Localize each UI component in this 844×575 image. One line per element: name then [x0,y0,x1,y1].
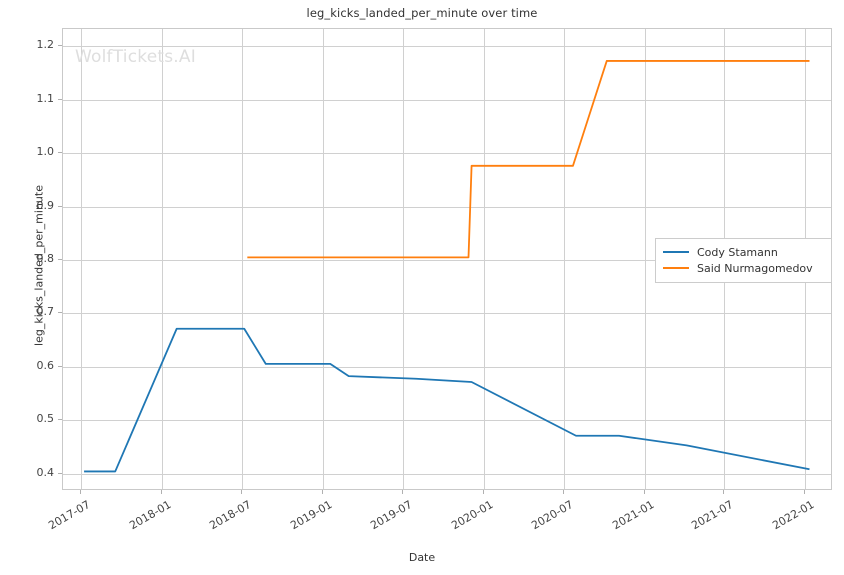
y-tick-label: 0.6 [36,358,55,372]
gridline-vertical [81,29,82,489]
gridline-horizontal [63,153,831,154]
y-tick-label: 0.5 [36,412,55,426]
series-line-cody-stamann [84,327,810,473]
x-tick-label: 2020-01 [448,498,496,533]
legend-label-cody-stamann: Cody Stamann [697,245,778,259]
x-tick-label: 2020-07 [528,498,576,533]
legend-swatch-said-nurmagomedov [663,267,689,269]
legend-item: Said Nurmagomedov [663,260,824,276]
y-tick-mark [58,312,62,314]
y-tick-label: 1.0 [36,145,55,159]
gridline-vertical [403,29,404,489]
legend: Cody Stamann Said Nurmagomedov [655,238,832,283]
gridline-horizontal [63,313,831,314]
gridline-horizontal [63,46,831,47]
x-tick-mark [322,490,324,494]
y-tick-mark [58,205,62,207]
gridline-horizontal [63,260,831,261]
gridline-vertical [162,29,163,489]
y-tick-label: 0.7 [36,305,55,319]
watermark: WolfTickets.AI [75,47,196,67]
x-tick-label: 2021-01 [609,498,657,533]
gridline-horizontal [63,367,831,368]
y-tick-label: 0.8 [36,252,55,265]
x-tick-mark [482,490,484,494]
gridline-vertical [645,29,646,489]
y-tick-mark [58,152,62,154]
gridline-vertical [242,29,243,489]
y-tick-mark [58,419,62,421]
y-tick-label: 0.4 [36,465,55,479]
x-tick-label: 2019-01 [288,498,335,533]
x-tick-mark [161,490,163,494]
gridline-horizontal [63,474,831,475]
x-tick-label: 2018-07 [207,498,254,533]
x-tick-mark [401,490,403,494]
y-tick-mark [58,259,62,260]
x-axis-label: Date [408,551,436,564]
gridline-horizontal [63,100,831,101]
x-tick-label: 2019-07 [367,498,415,533]
y-tick-mark [58,45,62,47]
x-tick-label: 2017-07 [46,498,93,533]
x-tick-mark [723,490,725,494]
y-tick-label: 1.1 [36,91,55,105]
x-tick-mark [241,490,243,494]
legend-swatch-cody-stamann [663,251,689,253]
gridline-vertical [564,29,565,489]
y-tick-mark [58,365,62,367]
x-tick-label: 2021-07 [689,498,736,533]
x-tick-mark [562,490,564,494]
y-tick-mark [58,472,62,474]
x-tick-label: 2022-01 [770,498,817,533]
legend-label-said-nurmagomedov: Said Nurmagomedov [697,261,813,275]
y-tick-label: 1.2 [36,38,55,52]
y-tick-mark [58,98,62,100]
legend-item: Cody Stamann [663,244,824,260]
gridline-horizontal [63,207,831,208]
gridline-vertical [484,29,485,489]
x-tick-label: 2018-01 [127,498,174,533]
series-line-said-nurmagomedov [247,60,810,259]
x-tick-mark [804,490,806,494]
x-tick-mark [80,490,82,494]
x-tick-mark [643,490,645,494]
gridline-vertical [323,29,324,489]
gridline-horizontal [63,420,831,421]
chart-title: leg_kicks_landed_per_minute over time [306,6,538,20]
series-lines [84,60,810,473]
y-tick-label: 0.9 [36,198,55,212]
